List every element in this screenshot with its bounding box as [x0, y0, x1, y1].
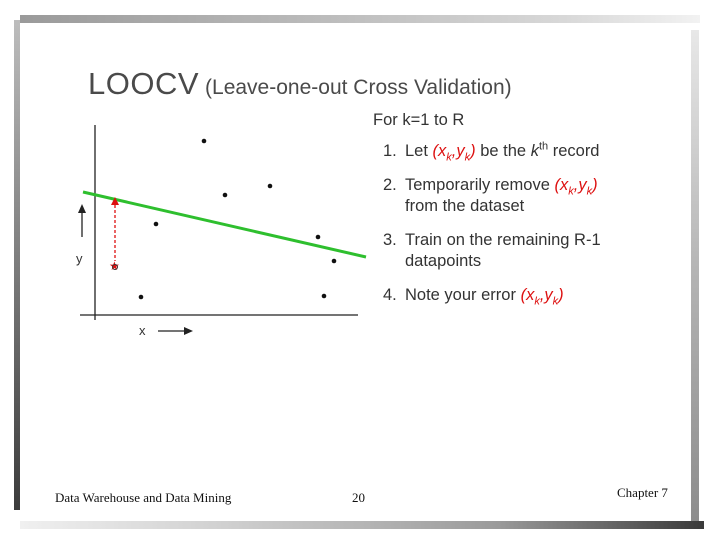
slide-frame-bottom: [20, 521, 704, 529]
record-pair: (xk,yk): [432, 142, 476, 164]
step-text: Temporarily remove: [405, 176, 550, 194]
footer-chapter: Chapter 7: [617, 485, 668, 500]
step-number: 1.: [383, 142, 397, 160]
footer-course-title: Data Warehouse and Data Mining: [55, 490, 232, 505]
record-pair: (xk,yk): [554, 176, 598, 198]
step-text: be the: [480, 142, 527, 160]
loocv-diagram: y x ★: [76, 125, 367, 338]
slide-frame-top: [20, 15, 700, 23]
datapoint: [331, 258, 337, 264]
step-text: Let: [405, 142, 428, 160]
datapoint: [153, 221, 159, 227]
left-out-datapoint: [112, 264, 118, 270]
footer-page-number: 20: [352, 490, 365, 505]
step-number: 4.: [383, 286, 397, 304]
datapoint: [267, 183, 273, 189]
y-axis-label: y: [76, 251, 83, 266]
step-2: 2. Temporarily remove (xk,yk) from the d…: [373, 175, 601, 217]
step-text: datapoints: [405, 252, 482, 270]
record-pair: (xk,yk): [520, 286, 564, 308]
step-text: Train on the remaining R-1: [405, 231, 601, 249]
step-1: 1. Let (xk,yk) be the kth record: [373, 140, 601, 164]
datapoint: [321, 293, 327, 299]
datapoint: [315, 234, 321, 240]
y-arrowhead-icon: [78, 204, 86, 213]
predicted-point-arrow-icon: [111, 197, 119, 205]
step-text: from the dataset: [405, 197, 525, 215]
x-arrowhead-icon: [184, 327, 193, 335]
slide-frame-left: [14, 20, 20, 510]
step-4: 4. Note your error (xk,yk): [373, 285, 601, 308]
step-text: Note your error: [405, 286, 516, 304]
step-number: 2.: [383, 176, 397, 194]
loocv-steps: For k=1 to R 1. Let (xk,yk) be the kth r…: [373, 110, 601, 319]
datapoint: [138, 294, 144, 300]
regression-line: [82, 190, 367, 259]
title-subtitle: (Leave-one-out Cross Validation): [205, 76, 512, 99]
datapoint: [222, 192, 228, 198]
step-text: record: [552, 142, 600, 160]
steps-heading: For k=1 to R: [373, 111, 465, 129]
left-out-point-star-icon: ★: [109, 259, 120, 273]
slide-title: LOOCV (Leave-one-out Cross Validation): [88, 66, 512, 102]
step-number: 3.: [383, 231, 397, 249]
title-main: LOOCV: [88, 66, 200, 101]
step-3: 3. Train on the remaining R-1 datapoints: [373, 230, 601, 272]
slide-frame-right: [691, 30, 699, 525]
kth-term: kth: [530, 140, 549, 160]
x-axis-label: x: [139, 323, 146, 338]
datapoint: [201, 138, 207, 144]
